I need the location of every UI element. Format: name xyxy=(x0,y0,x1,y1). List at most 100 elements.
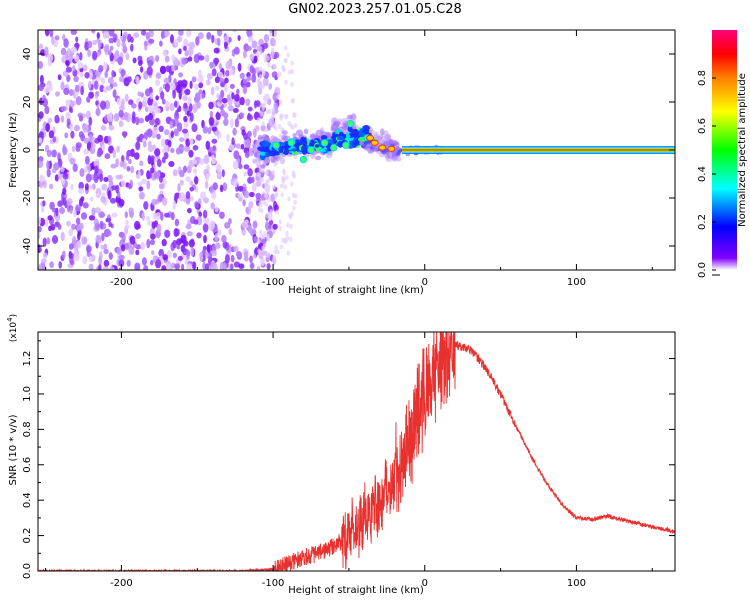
noise-mark xyxy=(101,232,105,242)
noise-mark xyxy=(65,99,71,107)
noise-mark xyxy=(46,168,51,178)
spectrogram-y-tick-label: -20 xyxy=(22,190,33,206)
noise-mark xyxy=(272,223,278,230)
noise-mark xyxy=(245,206,252,216)
noise-mark xyxy=(52,136,57,143)
noise-mark xyxy=(55,91,60,97)
noise-mark xyxy=(103,248,109,255)
noise-mark xyxy=(75,36,79,43)
transition-mark xyxy=(352,141,357,149)
noise-mark xyxy=(258,66,263,72)
transition-halo-mark xyxy=(340,117,349,124)
noise-mark xyxy=(77,232,81,241)
noise-mark xyxy=(255,192,262,200)
noise-mark xyxy=(247,176,253,184)
noise-mark xyxy=(258,202,263,208)
noise-mark xyxy=(176,84,183,94)
noise-mark xyxy=(232,108,239,113)
noise-mark xyxy=(154,157,158,164)
noise-mark xyxy=(38,216,41,226)
noise-mark xyxy=(206,79,211,86)
noise-mark xyxy=(100,244,105,250)
noise-mark xyxy=(80,85,84,96)
noise-mark xyxy=(91,207,96,216)
noise-mark xyxy=(234,94,240,102)
noise-mark xyxy=(156,223,162,233)
noise-mark xyxy=(125,52,130,61)
noise-mark xyxy=(143,201,149,210)
noise-mark xyxy=(137,91,142,97)
noise-mark xyxy=(211,34,215,44)
noise-mark xyxy=(98,256,103,265)
noise-mark xyxy=(149,239,155,246)
noise-mark xyxy=(224,77,229,84)
noise-mark xyxy=(204,180,209,189)
spectrogram-x-tick-label: -200 xyxy=(110,277,133,288)
noise-mark xyxy=(205,251,209,258)
noise-mark xyxy=(177,255,183,262)
transition-mark xyxy=(347,125,353,132)
noise-mark xyxy=(253,55,258,64)
noise-mark xyxy=(103,259,110,267)
noise-mark xyxy=(206,72,213,80)
transition-halo-mark xyxy=(292,132,297,139)
noise-mark xyxy=(207,127,212,135)
transition-mark xyxy=(358,132,365,137)
noise-mark xyxy=(51,36,55,45)
noise-mark xyxy=(38,137,43,144)
noise-mark xyxy=(283,45,288,51)
noise-mark xyxy=(98,263,102,270)
noise-mark xyxy=(152,144,156,150)
transition-mark xyxy=(346,134,351,139)
noise-mark xyxy=(135,116,140,126)
noise-mark xyxy=(133,32,140,39)
transition-mark xyxy=(273,150,280,156)
noise-mark xyxy=(45,218,49,228)
noise-mark xyxy=(286,52,290,58)
noise-mark xyxy=(195,134,202,141)
noise-mark xyxy=(93,80,99,90)
noise-mark xyxy=(71,145,76,153)
noise-mark xyxy=(88,69,93,79)
noise-mark xyxy=(39,180,44,189)
noise-mark xyxy=(103,243,108,250)
noise-mark xyxy=(272,255,277,261)
noise-mark xyxy=(259,208,264,214)
carrier-knot-mark xyxy=(370,139,379,146)
noise-mark xyxy=(284,79,288,85)
noise-mark xyxy=(88,116,93,126)
noise-mark xyxy=(241,228,246,236)
transition-halo-mark xyxy=(281,134,288,142)
noise-mark xyxy=(218,94,223,104)
noise-mark xyxy=(263,53,267,59)
noise-mark xyxy=(123,111,129,121)
noise-mark xyxy=(223,40,228,49)
snr-axes: -200 -100 0 100 0.0 0.2 0.4 0.6 0.8 1.0 1.2 xyxy=(22,332,675,589)
noise-mark xyxy=(74,42,80,49)
noise-mark xyxy=(267,197,271,203)
noise-mark xyxy=(119,32,124,41)
noise-mark xyxy=(179,137,185,143)
noise-mark xyxy=(282,170,287,176)
noise-mark xyxy=(95,234,102,244)
noise-mark xyxy=(54,114,60,124)
noise-mark xyxy=(157,194,163,203)
noise-mark xyxy=(99,84,105,93)
noise-mark xyxy=(96,32,101,39)
noise-mark xyxy=(67,47,71,56)
noise-mark xyxy=(55,207,59,217)
noise-mark xyxy=(66,118,71,126)
transition-mark xyxy=(309,141,315,147)
noise-mark xyxy=(47,215,53,221)
noise-mark xyxy=(198,55,205,61)
transition-halo-mark xyxy=(281,130,288,135)
noise-mark xyxy=(130,43,134,52)
snr-x-label: Height of straight line (km) xyxy=(288,585,424,596)
noise-mark xyxy=(152,212,157,220)
noise-mark xyxy=(121,233,126,243)
noise-mark xyxy=(176,238,182,246)
noise-mark xyxy=(179,169,185,178)
noise-mark xyxy=(189,186,194,192)
spectrogram-y-tick-label: -40 xyxy=(22,238,33,254)
noise-mark xyxy=(211,250,217,257)
